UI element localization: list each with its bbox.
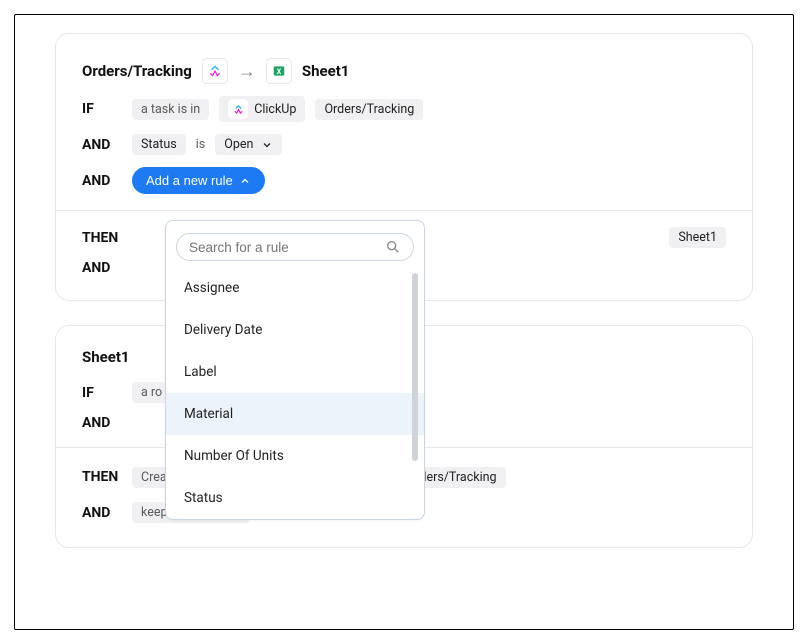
rule-search-wrap[interactable] [176, 233, 414, 261]
clickup-icon [228, 99, 248, 119]
status-field-tag[interactable]: Status [132, 134, 186, 155]
clickup-icon [202, 58, 228, 84]
rule-option[interactable]: Material [166, 393, 424, 435]
source-app-label: ClickUp [254, 102, 296, 117]
rule-search-input[interactable] [189, 240, 385, 255]
dest-title: Sheet1 [302, 62, 350, 80]
rule-option[interactable]: Number Of Units [166, 435, 424, 477]
app-frame: Orders/Tracking → X Sheet1 IF a task is … [14, 14, 794, 630]
rule-option[interactable]: Assignee [166, 267, 424, 309]
then-keyword: THEN [82, 230, 122, 246]
card1-header: Orders/Tracking → X Sheet1 [82, 52, 726, 90]
rule-option[interactable]: Status [166, 477, 424, 519]
rule-option[interactable]: Label [166, 351, 424, 393]
if-keyword-2: IF [82, 385, 122, 401]
is-label: is [196, 137, 206, 152]
status-value-dropdown[interactable]: Open [215, 134, 282, 155]
svg-text:X: X [277, 68, 282, 76]
and-keyword-4: AND [82, 415, 122, 431]
and-keyword: AND [82, 137, 122, 153]
source-title: Orders/Tracking [82, 62, 192, 80]
and-keyword-5: AND [82, 505, 122, 521]
rule-dropdown: AssigneeDelivery DateLabelMaterialNumber… [165, 220, 425, 520]
rule-option[interactable]: Delivery Date [166, 309, 424, 351]
and-status-row: AND Status is Open [82, 128, 726, 161]
chevron-down-icon [261, 139, 273, 151]
add-rule-button[interactable]: Add a new rule [132, 167, 265, 194]
cond-text-tag: a task is in [132, 99, 209, 120]
if-keyword: IF [82, 101, 122, 117]
then-keyword-2: THEN [82, 469, 122, 485]
arrow-icon: → [238, 61, 256, 82]
dest-sheet-tag[interactable]: Sheet1 [669, 227, 726, 248]
excel-icon: X [266, 58, 292, 84]
divider [56, 210, 752, 211]
scrollbar-thumb[interactable] [412, 273, 418, 461]
status-value-label: Open [224, 137, 253, 152]
and-addrule-row: AND Add a new rule [82, 161, 726, 200]
add-rule-label: Add a new rule [146, 173, 233, 188]
if-row: IF a task is in ClickUp Orders/Tracking [82, 90, 726, 128]
search-icon [385, 239, 401, 255]
and-keyword-2: AND [82, 173, 122, 189]
chevron-up-icon [239, 175, 251, 187]
source-app-tag[interactable]: ClickUp [219, 96, 305, 122]
rule-list: AssigneeDelivery DateLabelMaterialNumber… [166, 267, 424, 519]
source-list-tag[interactable]: Orders/Tracking [315, 99, 423, 120]
and-keyword-3: AND [82, 260, 122, 276]
